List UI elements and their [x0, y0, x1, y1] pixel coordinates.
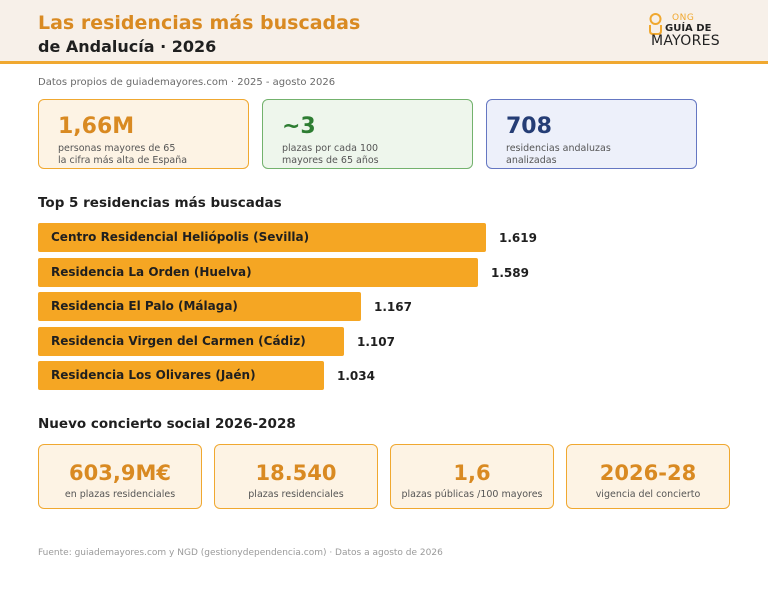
kpi-card-places: ~3 plazas por cada 100 mayores de 65 año… — [262, 99, 473, 169]
bar: Residencia Los Olivares (Jaén) — [38, 361, 324, 390]
source-footer: Fuente: guiademayores.com y NGD (gestion… — [38, 548, 443, 558]
stat-value: 1,6 — [453, 461, 491, 485]
bar-value-label: 1.167 — [374, 300, 412, 314]
bar-value-label: 1.589 — [491, 266, 529, 280]
page-title: Las residencias más buscadas — [38, 12, 361, 34]
stat-value: 18.540 — [255, 461, 337, 485]
bar-label: Residencia La Orden (Huelva) — [51, 265, 252, 279]
kpi-description-line: personas mayores de 65 — [58, 143, 176, 154]
stat-card-budget: 603,9M€ en plazas residenciales — [38, 444, 202, 509]
logo-guia-text: GUÍA DE — [665, 23, 712, 34]
bar: Residencia Virgen del Carmen (Cádiz) — [38, 327, 344, 356]
bar: Residencia La Orden (Huelva) — [38, 258, 478, 287]
logo-mark-icon — [649, 13, 662, 35]
kpi-description-line: plazas por cada 100 — [282, 143, 379, 154]
bar-label: Residencia Los Olivares (Jaén) — [51, 368, 256, 382]
bar-label: Residencia Virgen del Carmen (Cádiz) — [51, 334, 306, 348]
bar: Centro Residencial Heliópolis (Sevilla) — [38, 223, 486, 252]
kpi-description-line: residencias andaluzas — [506, 143, 611, 154]
bar-value-label: 1.619 — [499, 231, 537, 245]
bar-value-label: 1.107 — [357, 335, 395, 349]
stat-label: en plazas residenciales — [64, 489, 176, 500]
bar: Residencia El Palo (Málaga) — [38, 292, 361, 321]
stat-card-validity: 2026-28 vigencia del concierto — [566, 444, 730, 509]
kpi-description-line: analizadas — [506, 155, 557, 166]
page-title-secondary: de Andalucía · 2026 — [38, 37, 217, 56]
kpi-description: plazas por cada 100 mayores de 65 años — [282, 143, 379, 167]
stat-card-places: 18.540 plazas residenciales — [214, 444, 378, 509]
guia-de-mayores-logo[interactable]: ONG GUÍA DE MAYORES — [648, 12, 738, 50]
stat-value: 603,9M€ — [69, 461, 171, 485]
stat-value: 2026-28 — [599, 461, 697, 485]
kpi-value: ~3 — [282, 114, 316, 139]
stat-label: plazas residenciales — [248, 489, 344, 500]
kpi-value: 708 — [506, 114, 552, 139]
bar-label: Residencia El Palo (Málaga) — [51, 299, 238, 313]
kpi-description-line: mayores de 65 años — [282, 155, 379, 166]
logo-ong-text: ONG — [672, 13, 695, 23]
kpi-description: residencias andaluzas analizadas — [506, 143, 611, 167]
logo-mayores-text: MAYORES — [651, 33, 720, 49]
kpi-card-population: 1,66M personas mayores de 65 la cifra má… — [38, 99, 249, 169]
kpi-description-line: la cifra más alta de España — [58, 155, 188, 166]
kpi-description: personas mayores de 65 la cifra más alta… — [58, 143, 187, 167]
stat-label: vigencia del concierto — [595, 489, 701, 500]
kpi-card-residences: 708 residencias andaluzas analizadas — [486, 99, 697, 169]
kpi-value: 1,66M — [58, 114, 135, 139]
header-banner: Las residencias más buscadas de Andalucí… — [0, 0, 768, 64]
top-residences-bar-chart: Centro Residencial Heliópolis (Sevilla) 1… — [38, 223, 598, 395]
bar-value-label: 1.034 — [337, 369, 375, 383]
data-source-subtitle: Datos propios de guiademayores.com · 202… — [38, 77, 336, 88]
top-residences-heading: Top 5 residencias más buscadas — [38, 195, 282, 211]
stat-card-ratio: 1,6 plazas públicas /100 mayores — [390, 444, 554, 509]
bar-label: Centro Residencial Heliópolis (Sevilla) — [51, 230, 310, 244]
concierto-social-heading: Nuevo concierto social 2026-2028 — [38, 416, 296, 432]
stat-label: plazas públicas /100 mayores — [401, 489, 543, 500]
